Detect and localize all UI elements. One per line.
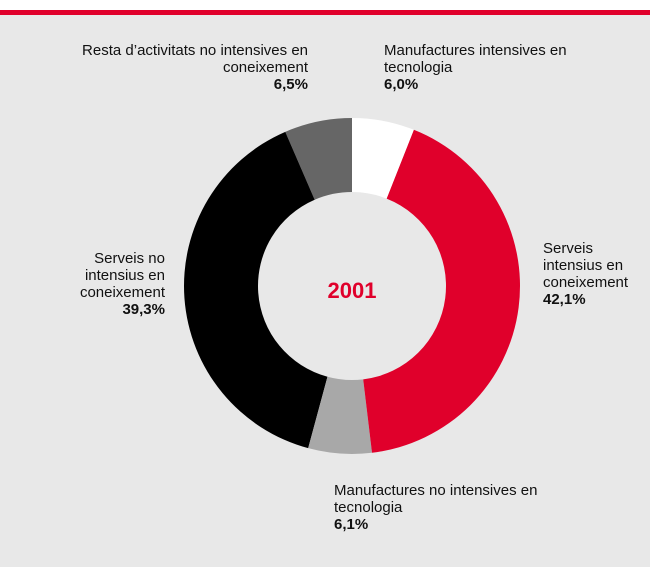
header-strip (0, 0, 650, 10)
value-label: 39,3% (122, 301, 165, 318)
slice-label: Resta d’activitats no intensives en cone… (38, 42, 308, 93)
category-name: Serveis no intensius en coneixement (79, 250, 165, 301)
value-label: 42,1% (543, 291, 586, 308)
category-name: Manufactures no intensives en tecnologia (334, 482, 538, 516)
slice-label: Serveis no intensius en coneixement 39,3% (55, 250, 165, 318)
donut-slice (184, 131, 328, 449)
donut-slice (363, 129, 521, 453)
category-name: Resta d’activitats no intensives en cone… (82, 42, 308, 76)
donut-slice (308, 376, 373, 454)
donut-slice (352, 118, 414, 199)
donut-hole (258, 192, 446, 380)
chart-title: 2001 (328, 278, 377, 303)
value-label: 6,1% (334, 516, 369, 533)
header-rule (0, 10, 650, 15)
value-label: 6,5% (273, 76, 308, 93)
category-name: Manufactures intensives en tecnologia (384, 42, 567, 76)
slice-label: Manufactures intensives en tecnologia 6,0… (384, 42, 574, 93)
slice-label: Serveis intensius en coneixement 42,1% (543, 240, 649, 308)
donut-slice (285, 118, 352, 200)
category-name: Serveis intensius en coneixement (543, 240, 629, 291)
slice-label: Manufactures no intensives en tecnologia… (334, 482, 574, 533)
value-label: 6,0% (384, 76, 419, 93)
